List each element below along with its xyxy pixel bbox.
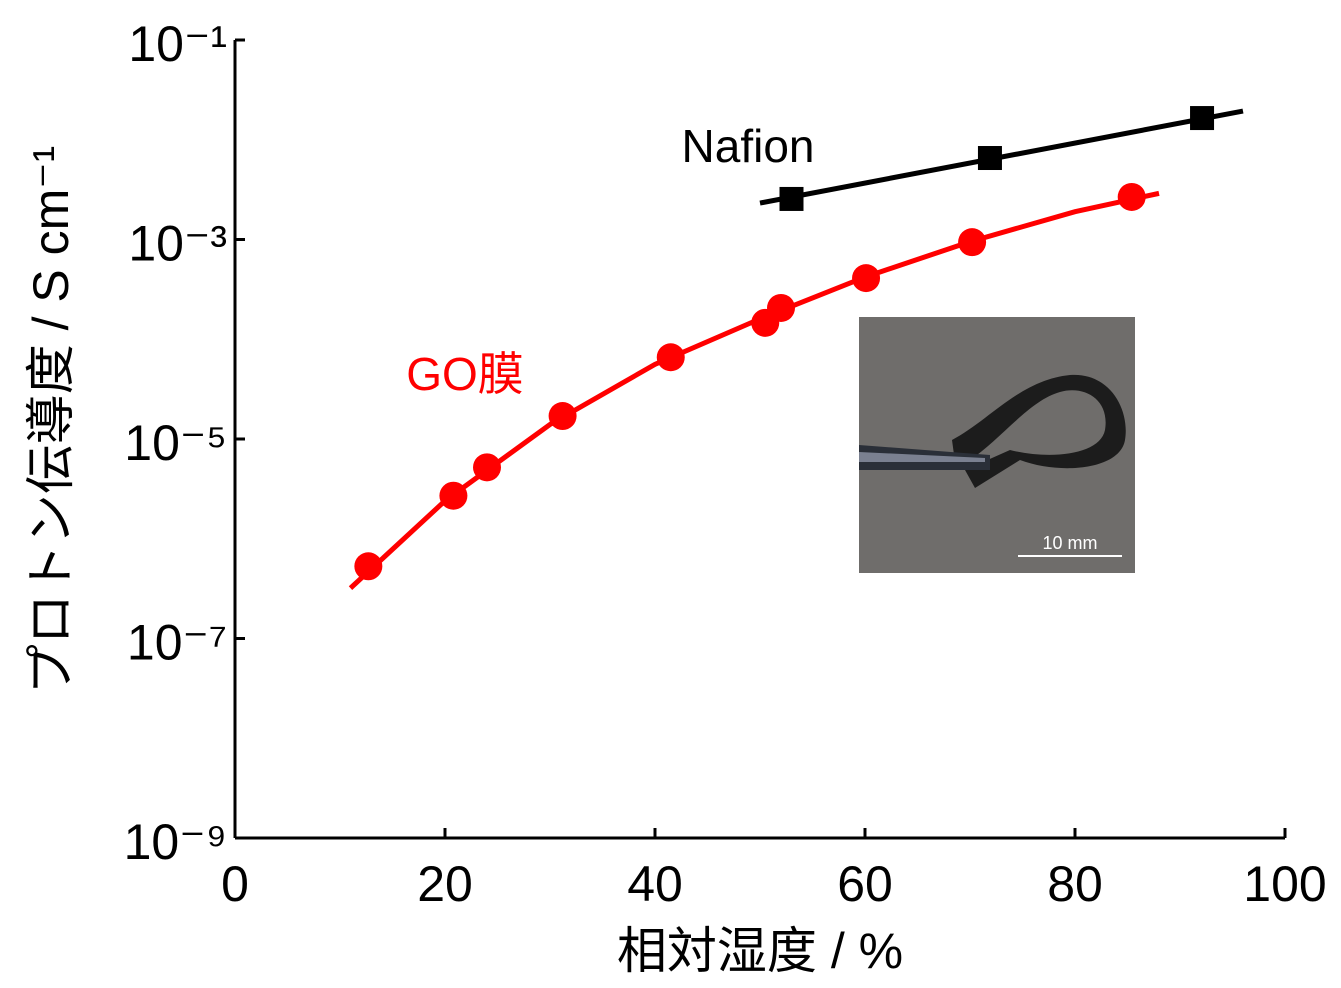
x-tick-label: 40: [627, 856, 683, 912]
series-label: GO膜: [406, 348, 524, 400]
marker: [354, 552, 382, 580]
y-tick-label: 10⁻³: [128, 216, 227, 272]
series-label: Nafion: [682, 120, 815, 172]
y-tick-label: 10⁻⁷: [127, 615, 227, 671]
y-tick-label: 10⁻⁹: [124, 814, 227, 870]
marker: [978, 146, 1002, 170]
marker: [549, 402, 577, 430]
y-tick-label: 10⁻¹: [128, 16, 227, 72]
marker: [767, 294, 795, 322]
x-axis-label: 相対湿度 / %: [617, 923, 903, 979]
x-tick-label: 80: [1047, 856, 1103, 912]
marker: [852, 264, 880, 292]
marker: [657, 343, 685, 371]
marker: [473, 453, 501, 481]
x-tick-label: 20: [417, 856, 473, 912]
inset-scale-label: 10 mm: [1042, 533, 1097, 553]
marker: [1118, 183, 1146, 211]
y-tick-label: 10⁻⁵: [124, 415, 227, 471]
y-axis-label: プロトン伝導度 / S cm⁻¹: [23, 146, 79, 695]
chart: 相対湿度 / % プロトン伝導度 / S cm⁻¹ 10 mm 02040608…: [0, 0, 1341, 983]
x-tick-label: 100: [1243, 856, 1326, 912]
marker: [439, 482, 467, 510]
marker: [958, 228, 986, 256]
x-tick-label: 60: [837, 856, 893, 912]
marker: [780, 187, 804, 211]
marker: [1190, 106, 1214, 130]
